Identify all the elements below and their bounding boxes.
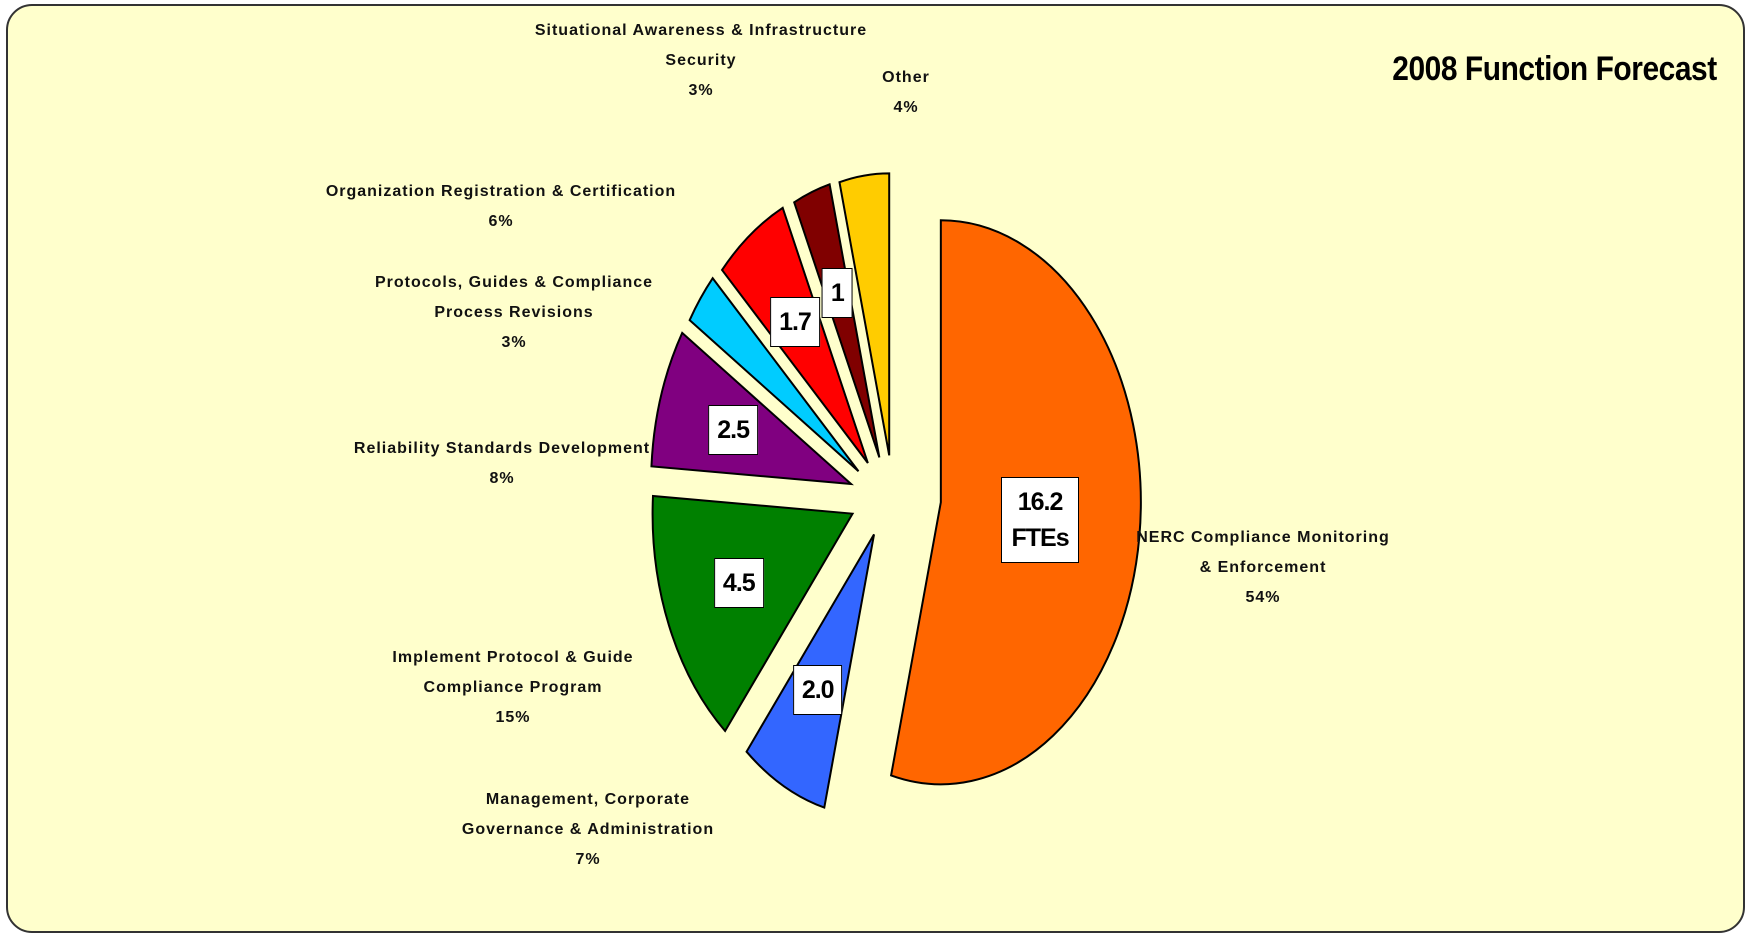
category-label: Other — [882, 69, 930, 86]
slice-label: Protocols, Guides & Compliance Process R… — [349, 268, 679, 358]
percent-label: 54% — [1245, 589, 1281, 606]
percent-label: 4% — [893, 99, 919, 116]
category-label: NERC Compliance Monitoring & Enforcement — [1136, 529, 1390, 576]
percent-label: 6% — [488, 213, 514, 230]
percent-label: 7% — [575, 851, 601, 868]
pie-slice — [838, 172, 891, 456]
pie-slice — [651, 494, 855, 733]
category-label: Management, Corporate Governance & Admin… — [461, 791, 715, 838]
slice-label: Reliability Standards Development 8% — [352, 434, 652, 494]
chart-background — [6, 4, 1745, 933]
fte-label: 2.5 — [708, 404, 759, 455]
fte-label: 4.5 — [713, 558, 764, 609]
pie-slice — [793, 182, 881, 458]
fte-label: 16.2 FTEs — [1001, 476, 1080, 563]
category-label: Protocols, Guides & Compliance Process R… — [374, 274, 654, 321]
category-label: Organization Registration & Certificatio… — [325, 183, 677, 200]
fte-label: 1 — [821, 267, 853, 318]
percent-label: 3% — [688, 82, 714, 99]
slice-label: Management, Corporate Governance & Admin… — [433, 785, 743, 875]
percent-label: 8% — [489, 470, 515, 487]
fte-label: 2.0 — [792, 665, 843, 716]
slice-label: Organization Registration & Certificatio… — [316, 177, 686, 237]
category-label: Situational Awareness & Infrastructure S… — [534, 22, 868, 69]
pie-slice — [688, 276, 860, 473]
slice-label: NERC Compliance Monitoring & Enforcement… — [1133, 523, 1393, 613]
slice-label: Situational Awareness & Infrastructure S… — [531, 16, 871, 106]
slice-label: Other 4% — [866, 63, 946, 123]
fte-label: 1.7 — [770, 296, 820, 347]
category-label: Reliability Standards Development — [353, 440, 651, 457]
percent-label: 3% — [501, 334, 527, 351]
slice-label: Implement Protocol & Guide Compliance Pr… — [348, 643, 678, 733]
chart-title: 2008 Function Forecast — [1392, 50, 1717, 88]
percent-label: 15% — [495, 709, 531, 726]
category-label: Implement Protocol & Guide Compliance Pr… — [392, 649, 634, 696]
